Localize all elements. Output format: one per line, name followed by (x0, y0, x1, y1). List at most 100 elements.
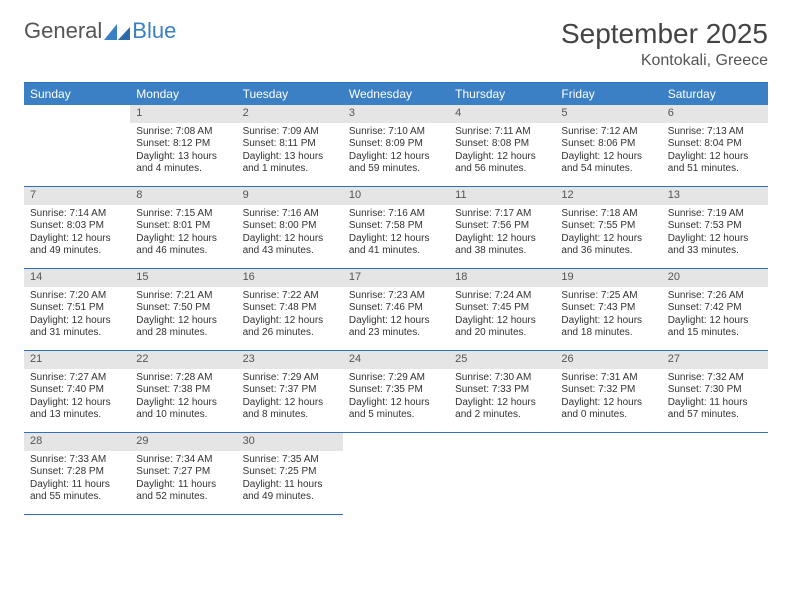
calendar-cell: 10Sunrise: 7:16 AMSunset: 7:58 PMDayligh… (343, 187, 449, 269)
sunset-text: Sunset: 8:06 PM (561, 138, 655, 151)
sunrise-text: Sunrise: 7:25 AM (561, 290, 655, 303)
calendar-cell: 7Sunrise: 7:14 AMSunset: 8:03 PMDaylight… (24, 187, 130, 269)
sunrise-text: Sunrise: 7:29 AM (243, 372, 337, 385)
day-number: 13 (662, 187, 768, 205)
calendar-cell: 20Sunrise: 7:26 AMSunset: 7:42 PMDayligh… (662, 269, 768, 351)
day-number: 22 (130, 351, 236, 369)
calendar-cell-empty (662, 433, 768, 515)
dow-header: Thursday (449, 83, 555, 105)
daylight-text: Daylight: 12 hours and 41 minutes. (349, 233, 443, 258)
calendar-cell-empty (343, 433, 449, 515)
calendar-cell: 3Sunrise: 7:10 AMSunset: 8:09 PMDaylight… (343, 105, 449, 187)
sunset-text: Sunset: 7:43 PM (561, 302, 655, 315)
day-details: Sunrise: 7:12 AMSunset: 8:06 PMDaylight:… (555, 123, 661, 182)
page-title: September 2025 (561, 18, 768, 50)
daylight-text: Daylight: 12 hours and 10 minutes. (136, 397, 230, 422)
daylight-text: Daylight: 11 hours and 52 minutes. (136, 479, 230, 504)
sunset-text: Sunset: 8:09 PM (349, 138, 443, 151)
logo-sail-icon (104, 22, 130, 40)
daylight-text: Daylight: 12 hours and 38 minutes. (455, 233, 549, 258)
day-details: Sunrise: 7:08 AMSunset: 8:12 PMDaylight:… (130, 123, 236, 182)
day-details: Sunrise: 7:16 AMSunset: 7:58 PMDaylight:… (343, 205, 449, 264)
daylight-text: Daylight: 12 hours and 28 minutes. (136, 315, 230, 340)
daylight-text: Daylight: 12 hours and 18 minutes. (561, 315, 655, 340)
sunrise-text: Sunrise: 7:17 AM (455, 208, 549, 221)
daylight-text: Daylight: 12 hours and 8 minutes. (243, 397, 337, 422)
header: General Blue September 2025 Kontokali, G… (24, 18, 768, 70)
sunrise-text: Sunrise: 7:13 AM (668, 126, 762, 139)
calendar-cell: 6Sunrise: 7:13 AMSunset: 8:04 PMDaylight… (662, 105, 768, 187)
day-number: 26 (555, 351, 661, 369)
calendar-cell: 23Sunrise: 7:29 AMSunset: 7:37 PMDayligh… (237, 351, 343, 433)
day-details: Sunrise: 7:25 AMSunset: 7:43 PMDaylight:… (555, 287, 661, 346)
sunset-text: Sunset: 7:38 PM (136, 384, 230, 397)
daylight-text: Daylight: 12 hours and 54 minutes. (561, 151, 655, 176)
calendar-cell: 15Sunrise: 7:21 AMSunset: 7:50 PMDayligh… (130, 269, 236, 351)
daylight-text: Daylight: 12 hours and 59 minutes. (349, 151, 443, 176)
calendar-cell: 2Sunrise: 7:09 AMSunset: 8:11 PMDaylight… (237, 105, 343, 187)
day-details: Sunrise: 7:26 AMSunset: 7:42 PMDaylight:… (662, 287, 768, 346)
sunset-text: Sunset: 7:48 PM (243, 302, 337, 315)
calendar-cell: 24Sunrise: 7:29 AMSunset: 7:35 PMDayligh… (343, 351, 449, 433)
sunset-text: Sunset: 7:25 PM (243, 466, 337, 479)
sunrise-text: Sunrise: 7:20 AM (30, 290, 124, 303)
calendar-cell: 9Sunrise: 7:16 AMSunset: 8:00 PMDaylight… (237, 187, 343, 269)
daylight-text: Daylight: 12 hours and 56 minutes. (455, 151, 549, 176)
daylight-text: Daylight: 11 hours and 49 minutes. (243, 479, 337, 504)
calendar-cell: 14Sunrise: 7:20 AMSunset: 7:51 PMDayligh… (24, 269, 130, 351)
sunrise-text: Sunrise: 7:15 AM (136, 208, 230, 221)
sunrise-text: Sunrise: 7:14 AM (30, 208, 124, 221)
sunset-text: Sunset: 7:45 PM (455, 302, 549, 315)
calendar-cell: 11Sunrise: 7:17 AMSunset: 7:56 PMDayligh… (449, 187, 555, 269)
day-details: Sunrise: 7:23 AMSunset: 7:46 PMDaylight:… (343, 287, 449, 346)
sunrise-text: Sunrise: 7:16 AM (349, 208, 443, 221)
sunset-text: Sunset: 7:37 PM (243, 384, 337, 397)
daylight-text: Daylight: 11 hours and 55 minutes. (30, 479, 124, 504)
day-number: 11 (449, 187, 555, 205)
day-details: Sunrise: 7:20 AMSunset: 7:51 PMDaylight:… (24, 287, 130, 346)
sunset-text: Sunset: 7:40 PM (30, 384, 124, 397)
day-details: Sunrise: 7:09 AMSunset: 8:11 PMDaylight:… (237, 123, 343, 182)
day-number: 10 (343, 187, 449, 205)
day-number: 3 (343, 105, 449, 123)
day-details: Sunrise: 7:31 AMSunset: 7:32 PMDaylight:… (555, 369, 661, 428)
title-block: September 2025 Kontokali, Greece (561, 18, 768, 70)
daylight-text: Daylight: 12 hours and 31 minutes. (30, 315, 124, 340)
daylight-text: Daylight: 12 hours and 43 minutes. (243, 233, 337, 258)
day-number: 30 (237, 433, 343, 451)
sunset-text: Sunset: 7:35 PM (349, 384, 443, 397)
daylight-text: Daylight: 12 hours and 36 minutes. (561, 233, 655, 258)
day-number: 28 (24, 433, 130, 451)
sunrise-text: Sunrise: 7:23 AM (349, 290, 443, 303)
sunset-text: Sunset: 7:58 PM (349, 220, 443, 233)
calendar-grid: SundayMondayTuesdayWednesdayThursdayFrid… (24, 82, 768, 515)
sunrise-text: Sunrise: 7:22 AM (243, 290, 337, 303)
sunset-text: Sunset: 7:33 PM (455, 384, 549, 397)
dow-header: Saturday (662, 83, 768, 105)
day-number: 9 (237, 187, 343, 205)
day-number: 5 (555, 105, 661, 123)
day-details: Sunrise: 7:28 AMSunset: 7:38 PMDaylight:… (130, 369, 236, 428)
day-number: 14 (24, 269, 130, 287)
day-number: 21 (24, 351, 130, 369)
daylight-text: Daylight: 12 hours and 26 minutes. (243, 315, 337, 340)
sunrise-text: Sunrise: 7:28 AM (136, 372, 230, 385)
day-details: Sunrise: 7:11 AMSunset: 8:08 PMDaylight:… (449, 123, 555, 182)
day-details: Sunrise: 7:19 AMSunset: 7:53 PMDaylight:… (662, 205, 768, 264)
daylight-text: Daylight: 12 hours and 0 minutes. (561, 397, 655, 422)
day-details: Sunrise: 7:14 AMSunset: 8:03 PMDaylight:… (24, 205, 130, 264)
calendar-cell-empty (555, 433, 661, 515)
sunrise-text: Sunrise: 7:12 AM (561, 126, 655, 139)
day-details: Sunrise: 7:17 AMSunset: 7:56 PMDaylight:… (449, 205, 555, 264)
calendar-cell: 19Sunrise: 7:25 AMSunset: 7:43 PMDayligh… (555, 269, 661, 351)
day-number: 19 (555, 269, 661, 287)
daylight-text: Daylight: 12 hours and 2 minutes. (455, 397, 549, 422)
day-number: 4 (449, 105, 555, 123)
daylight-text: Daylight: 12 hours and 46 minutes. (136, 233, 230, 258)
day-number: 6 (662, 105, 768, 123)
day-number: 8 (130, 187, 236, 205)
day-number: 25 (449, 351, 555, 369)
day-details: Sunrise: 7:21 AMSunset: 7:50 PMDaylight:… (130, 287, 236, 346)
calendar-cell: 26Sunrise: 7:31 AMSunset: 7:32 PMDayligh… (555, 351, 661, 433)
day-details: Sunrise: 7:35 AMSunset: 7:25 PMDaylight:… (237, 451, 343, 510)
